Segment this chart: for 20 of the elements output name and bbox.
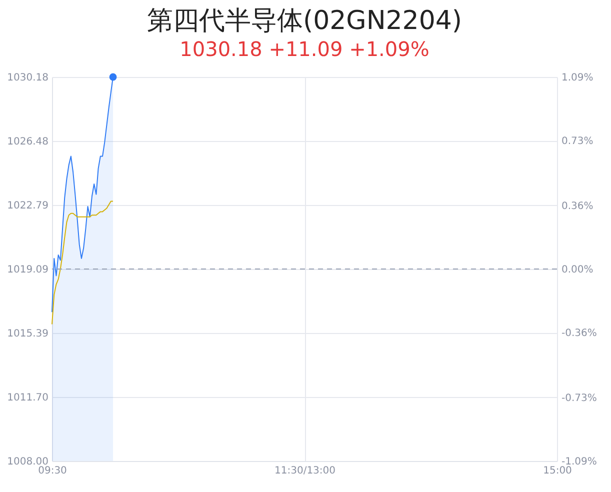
y2-tick-label: 0.73% [562, 136, 594, 147]
y-tick-label: 1011.70 [7, 392, 48, 404]
y2-tick-label: 0.00% [562, 264, 594, 276]
y-tick-label: 1030.18 [7, 72, 48, 84]
chart-title: 第四代半导体(02GN2204) [146, 6, 462, 36]
chart-subtitle: 1030.18 +11.09 +1.09% [180, 37, 430, 61]
y2-tick-label: 0.36% [562, 201, 594, 212]
y2-tick-label: -0.73% [562, 393, 597, 404]
y-tick-label: 1026.48 [7, 136, 48, 148]
x-tick-label: 09:30 [38, 466, 67, 476]
y2-tick-label: 1.09% [562, 72, 594, 84]
y2-tick-label: -1.09% [562, 456, 597, 468]
y2-tick-label: -0.36% [562, 328, 597, 339]
x-tick-label: 11:30/13:00 [274, 466, 336, 476]
y-tick-label: 1008.00 [7, 456, 48, 468]
x-tick-label: 15:00 [543, 466, 572, 476]
y-tick-label: 1015.39 [7, 328, 48, 340]
y-tick-label: 1022.79 [7, 200, 48, 212]
y-tick-label: 1019.09 [7, 264, 48, 276]
line-series [52, 200, 114, 325]
